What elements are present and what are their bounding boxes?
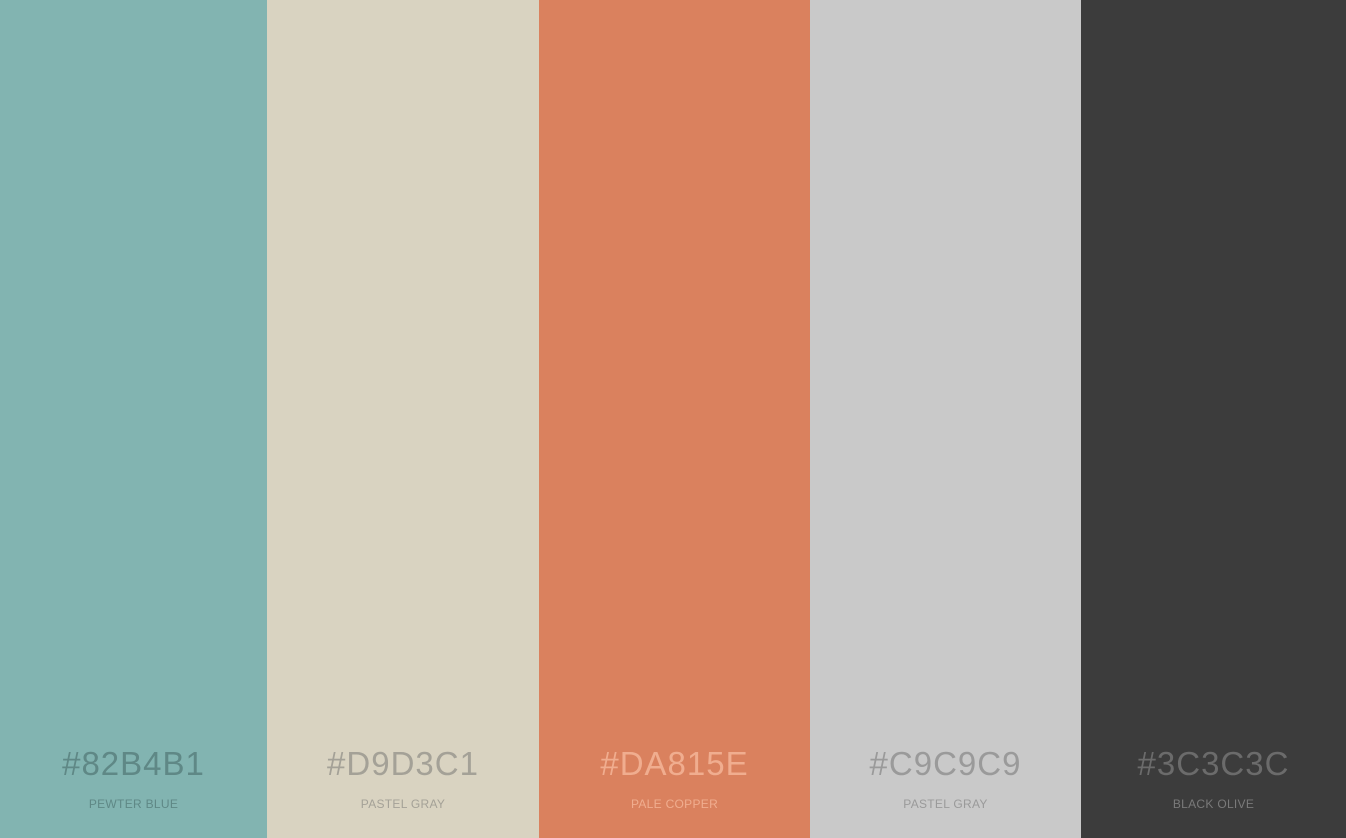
swatch-hex-code: #DA815E — [600, 745, 749, 782]
swatch-hex-code: #C9C9C9 — [869, 745, 1022, 782]
swatch-hex-code: #82B4B1 — [62, 745, 205, 782]
swatch-pale-copper[interactable]: #DA815E PALE COPPER — [539, 0, 810, 838]
swatch-hex-code: #D9D3C1 — [327, 745, 479, 782]
swatch-color-name: PEWTER BLUE — [88, 797, 179, 811]
swatch-color-name: PASTEL GRAY — [360, 797, 446, 811]
swatch-hex-code: #3C3C3C — [1137, 745, 1290, 782]
swatch-black-olive[interactable]: #3C3C3C BLACK OLIVE — [1081, 0, 1346, 838]
swatch-color-name: PASTEL GRAY — [903, 797, 988, 811]
swatch-color-name: PALE COPPER — [630, 797, 719, 811]
swatch-pewter-blue[interactable]: #82B4B1 PEWTER BLUE — [0, 0, 267, 838]
swatch-color-name: BLACK OLIVE — [1172, 797, 1255, 811]
swatch-pastel-gray[interactable]: #C9C9C9 PASTEL GRAY — [810, 0, 1081, 838]
swatch-pastel-gray-warm[interactable]: #D9D3C1 PASTEL GRAY — [267, 0, 539, 838]
